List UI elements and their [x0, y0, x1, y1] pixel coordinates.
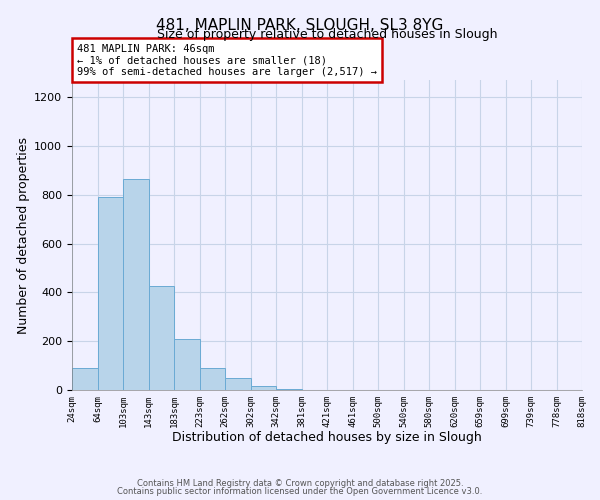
Y-axis label: Number of detached properties: Number of detached properties — [17, 136, 30, 334]
Bar — [149, 286, 174, 390]
Bar — [72, 368, 97, 390]
X-axis label: Distribution of detached houses by size in Slough: Distribution of detached houses by size … — [172, 432, 482, 444]
Text: Contains public sector information licensed under the Open Government Licence v3: Contains public sector information licen… — [118, 487, 482, 496]
Bar — [97, 197, 123, 390]
Bar — [276, 389, 302, 390]
Bar — [174, 338, 199, 390]
Bar — [123, 179, 149, 390]
Title: Size of property relative to detached houses in Slough: Size of property relative to detached ho… — [157, 28, 497, 42]
Text: Contains HM Land Registry data © Crown copyright and database right 2025.: Contains HM Land Registry data © Crown c… — [137, 478, 463, 488]
Bar — [251, 386, 276, 390]
Bar — [199, 368, 225, 390]
Text: 481 MAPLIN PARK: 46sqm
← 1% of detached houses are smaller (18)
99% of semi-deta: 481 MAPLIN PARK: 46sqm ← 1% of detached … — [77, 44, 377, 77]
Text: 481, MAPLIN PARK, SLOUGH, SL3 8YG: 481, MAPLIN PARK, SLOUGH, SL3 8YG — [157, 18, 443, 32]
Bar — [225, 378, 251, 390]
